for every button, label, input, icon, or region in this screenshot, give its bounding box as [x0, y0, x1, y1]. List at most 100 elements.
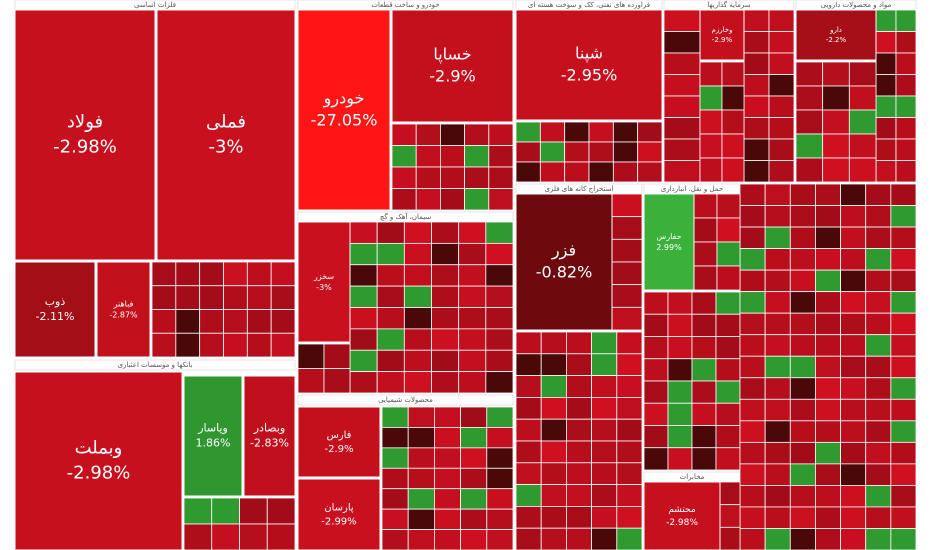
tile [515, 9, 663, 121]
tile [716, 217, 741, 243]
tile [407, 467, 435, 490]
tile [515, 527, 542, 550]
tile [643, 380, 669, 404]
tile [815, 506, 841, 529]
tile [795, 61, 824, 87]
tile-value: -2.95% [561, 66, 618, 85]
tile [458, 221, 487, 244]
tile [715, 447, 741, 471]
tile [815, 420, 841, 443]
tile [840, 205, 867, 228]
tile [540, 505, 567, 529]
tile [840, 398, 867, 422]
tile [822, 109, 850, 135]
tile [721, 61, 745, 87]
tile [895, 74, 917, 97]
tile [637, 161, 663, 183]
tile [175, 332, 201, 358]
tile [566, 418, 593, 442]
tile [875, 74, 897, 97]
tile [540, 527, 567, 550]
tile [391, 188, 417, 211]
tile [890, 420, 917, 443]
tile [719, 481, 741, 506]
tile [439, 166, 465, 189]
tile [297, 478, 381, 550]
tile [540, 440, 567, 464]
tile [270, 285, 296, 310]
tile [643, 402, 669, 426]
tile [566, 462, 593, 485]
tile [540, 353, 567, 376]
tile [691, 402, 717, 426]
tile-value: -2.9% [429, 67, 475, 86]
tile-label: فارس [327, 430, 352, 441]
tile [403, 307, 432, 330]
tile [815, 463, 841, 486]
tile [588, 161, 614, 183]
tile [795, 133, 824, 159]
tile [865, 377, 892, 400]
tile [381, 467, 409, 490]
tile [663, 74, 701, 97]
tile [840, 441, 867, 465]
tile [789, 398, 816, 422]
tile [667, 447, 693, 471]
tile [433, 467, 461, 490]
tile [840, 377, 867, 400]
tile [764, 528, 791, 550]
group-header [297, 394, 514, 406]
tile [616, 353, 643, 376]
tile [764, 312, 791, 336]
tile-value: -3% [208, 137, 243, 158]
tile [716, 265, 741, 291]
tile [691, 447, 717, 471]
tile [460, 508, 488, 530]
tile [486, 467, 514, 490]
tile [381, 406, 409, 428]
tile [616, 418, 643, 442]
tile [486, 406, 514, 428]
tile [407, 447, 435, 469]
tile [667, 425, 693, 449]
tile [789, 312, 816, 336]
tile [789, 226, 816, 249]
tile [381, 508, 409, 530]
tile [895, 138, 917, 161]
tile [840, 334, 867, 357]
tile [768, 160, 795, 183]
tile [403, 285, 432, 308]
tile [223, 261, 248, 287]
tile [890, 291, 917, 314]
tile-value: -2.87% [109, 311, 138, 320]
tile [612, 121, 639, 143]
tile [515, 193, 613, 331]
tile [875, 52, 897, 75]
tile [270, 261, 296, 287]
tile [297, 343, 325, 369]
tile [764, 183, 791, 206]
tile [840, 506, 867, 529]
tile [663, 117, 701, 140]
tile [611, 261, 643, 286]
tile [183, 375, 243, 497]
tile [764, 377, 791, 400]
tile [485, 285, 514, 308]
tile [211, 523, 240, 550]
tile [890, 528, 917, 550]
tile [739, 269, 766, 293]
tile [743, 117, 770, 140]
tile [515, 121, 541, 143]
tile [743, 138, 770, 161]
tile [297, 9, 391, 211]
tile-label: پارسان [324, 503, 354, 514]
tile [391, 9, 514, 123]
tile [458, 264, 487, 287]
tile [464, 123, 490, 146]
tile [663, 95, 701, 118]
tile [183, 523, 213, 550]
tile [566, 527, 593, 550]
tile [840, 183, 867, 206]
tile [739, 334, 766, 357]
tile [764, 248, 791, 271]
